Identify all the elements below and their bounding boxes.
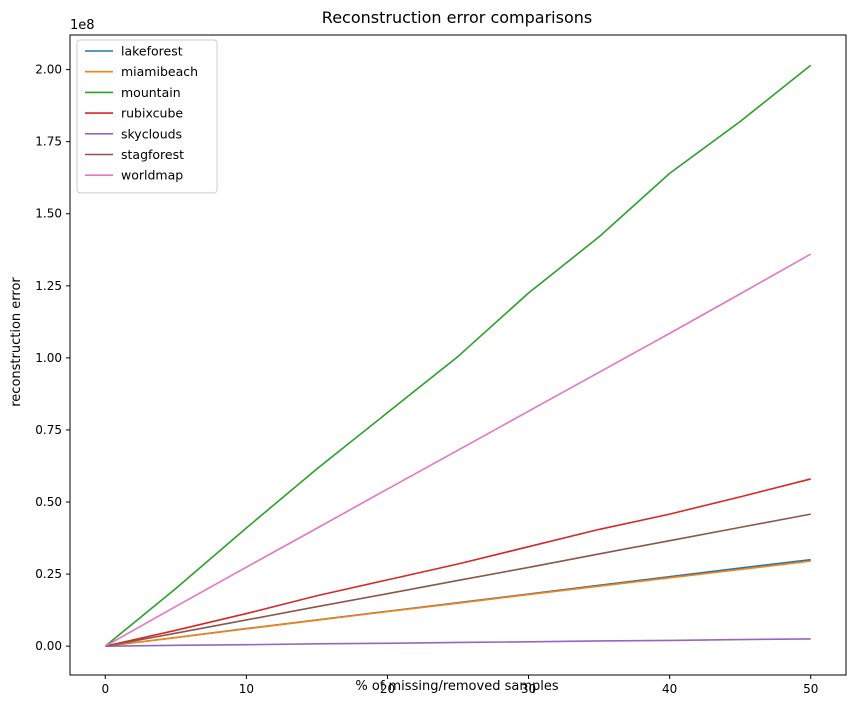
series-line-stagforest: [105, 513, 811, 647]
y-tick-label: 0.75: [35, 423, 62, 437]
y-tick-label: 1.50: [35, 207, 62, 221]
x-tick-label: 40: [662, 682, 677, 696]
series-line-worldmap: [104, 253, 812, 647]
chart-title: Reconstruction error comparisons: [322, 8, 592, 27]
y-axis-label: reconstruction error: [9, 277, 24, 407]
y-tick-label: 1.00: [35, 351, 62, 365]
legend-label-worldmap: worldmap: [121, 168, 183, 183]
x-tick-label: 10: [239, 682, 254, 696]
x-axis-label: % of missing/removed samples: [355, 679, 558, 694]
series-line-miamibeach: [105, 560, 811, 647]
legend-label-lakeforest: lakeforest: [121, 44, 183, 59]
legend: lakeforest miamibeach mountain rubixcube sky…: [76, 39, 218, 194]
legend-label-stagforest: stagforest: [121, 147, 184, 162]
x-tick-label: 50: [803, 682, 818, 696]
legend-label-miamibeach: miamibeach: [121, 64, 198, 79]
y-tick-label: 0.00: [35, 639, 62, 653]
legend-label-skyclouds: skyclouds: [121, 126, 182, 141]
series-line-rubixcube: [105, 478, 811, 647]
legend-label-mountain: mountain: [121, 85, 181, 100]
y-tick-label: 1.25: [35, 279, 62, 293]
plot-frame: [69, 34, 847, 676]
x-tick-label: 20: [380, 682, 395, 696]
x-tick-label: 0: [101, 682, 109, 696]
y-tick-label: 1.75: [35, 135, 62, 149]
x-tick-label: 30: [521, 682, 536, 696]
y-tick-label: 0.25: [35, 567, 62, 581]
legend-label-rubixcube: rubixcube: [121, 106, 183, 121]
y-axis-ticks: 0.00 0.25 0.50 0.75 1.00 1.25 1.50 1.75 2.00: [35, 63, 70, 653]
series-line-mountain: [104, 64, 812, 647]
x-axis-ticks: 0 10 20 30 40 50: [101, 675, 818, 696]
y-tick-label: 0.50: [35, 495, 62, 509]
series-lines: [104, 64, 812, 647]
y-tick-label: 2.00: [35, 63, 62, 77]
y-axis-offset-label: 1e8: [70, 18, 95, 33]
series-line-skyclouds: [105, 638, 811, 647]
